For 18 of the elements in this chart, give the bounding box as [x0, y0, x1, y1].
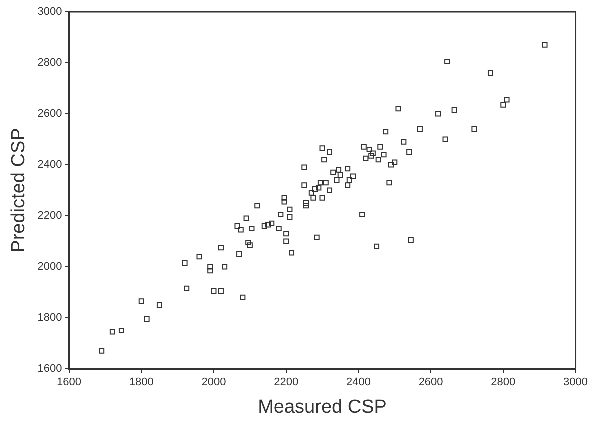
- x-tick-label: 1800: [129, 376, 154, 389]
- y-tick-label: 1600: [38, 363, 62, 376]
- y-tick-label: 2600: [38, 108, 62, 120]
- y-tick-label: 2000: [38, 261, 62, 274]
- x-tick-label: 3000: [564, 376, 588, 389]
- y-tick-label: 2200: [38, 210, 62, 222]
- x-tick-label: 2400: [346, 376, 371, 389]
- x-axis-title: Measured CSP: [258, 396, 387, 418]
- x-tick-label: 1600: [57, 376, 82, 389]
- x-tick-label: 2000: [202, 376, 226, 389]
- x-tick-label: 2800: [491, 376, 516, 389]
- y-axis-title: Predicted CSP: [8, 128, 30, 253]
- x-tick-label: 2600: [418, 376, 444, 389]
- y-tick-label: 3000: [38, 6, 62, 18]
- y-tick-label: 2800: [38, 57, 62, 70]
- y-tick-label: 1800: [38, 312, 62, 324]
- y-tick-label: 2400: [38, 159, 62, 172]
- x-tick-label: 2200: [274, 376, 299, 389]
